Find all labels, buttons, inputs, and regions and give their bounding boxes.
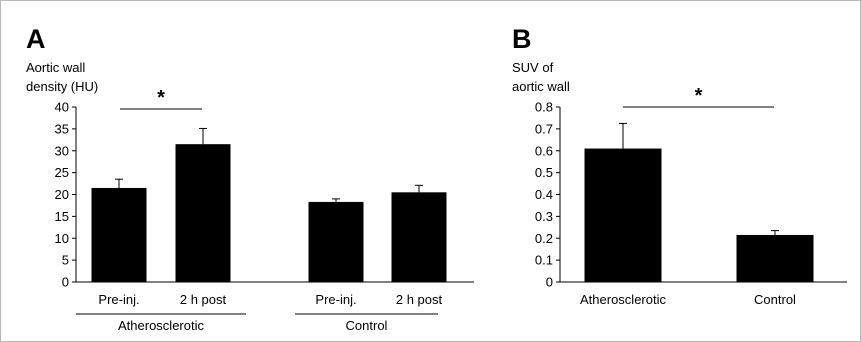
- panel-a-chart: 0 5 10 15 20 25 30 35 40 Pre-inj. 2 h post Pre-inj.…: [55, 87, 474, 333]
- panel-b-y-tick-label: 0.1: [535, 253, 553, 268]
- panel-a-y-tick-label: 15: [55, 209, 69, 224]
- panel-a-letter: A: [26, 24, 46, 54]
- panel-b-chart: 0 0.1 0.2 0.3 0.4 0.5 0.6 0.7 0.8 Atherosclerotic…: [535, 85, 847, 307]
- panel-a-y-tick-label: 35: [55, 121, 69, 136]
- panel-b-category-label: Atherosclerotic: [580, 292, 666, 307]
- panel-a-bar: [308, 201, 364, 282]
- panel-b-category-label: Control: [754, 292, 796, 307]
- panel-a-y-tick-label: 25: [55, 165, 69, 180]
- panel-b-letter: B: [512, 24, 532, 54]
- panel-a-group-label: Atherosclerotic: [118, 318, 204, 333]
- panel-a-y-tick-label: 30: [55, 143, 69, 158]
- panel-b-y-tick-label: 0: [546, 275, 553, 290]
- panel-a-category-label: Pre-inj.: [98, 292, 139, 307]
- panel-a-category-label: 2 h post: [180, 292, 227, 307]
- panel-a-y-tick-label: 40: [55, 100, 69, 115]
- panel-a-bar: [91, 187, 147, 282]
- panel-a-ylabel-line-1: Aortic wall: [26, 60, 85, 75]
- panel-a-significance-star: *: [157, 87, 165, 109]
- panel-a-category-label: Pre-inj.: [315, 292, 356, 307]
- panel-b-ylabel-line-1: SUV of: [512, 60, 554, 75]
- panel-a-group-label: Control: [346, 318, 388, 333]
- panel-b-ylabel-line-2: aortic wall: [512, 79, 570, 94]
- panel-a-ylabel-line-2: density (HU): [26, 79, 98, 94]
- panel-a-bar: [175, 144, 231, 282]
- panel-b-y-tick-label: 0.7: [535, 121, 553, 136]
- panel-b-significance-star: *: [695, 85, 703, 107]
- panel-b-bar: [584, 148, 662, 282]
- panel-b-bar: [736, 234, 814, 282]
- panel-b-y-tick-label: 0.2: [535, 231, 553, 246]
- panel-a-y-tick-label: 20: [55, 187, 69, 202]
- panel-b-y-tick-label: 0.6: [535, 143, 553, 158]
- panel-b-y-tick-label: 0.8: [535, 100, 553, 115]
- panel-b-y-tick-label: 0.4: [535, 187, 553, 202]
- panel-a-y-tick-label: 0: [62, 275, 69, 290]
- panel-a-category-label: 2 h post: [396, 292, 443, 307]
- panel-a-bar: [391, 192, 447, 282]
- panel-a-y-tick-label: 10: [55, 231, 69, 246]
- panel-a-y-tick-label: 5: [62, 253, 69, 268]
- panel-b-y-tick-label: 0.5: [535, 165, 553, 180]
- panel-b-y-tick-label: 0.3: [535, 209, 553, 224]
